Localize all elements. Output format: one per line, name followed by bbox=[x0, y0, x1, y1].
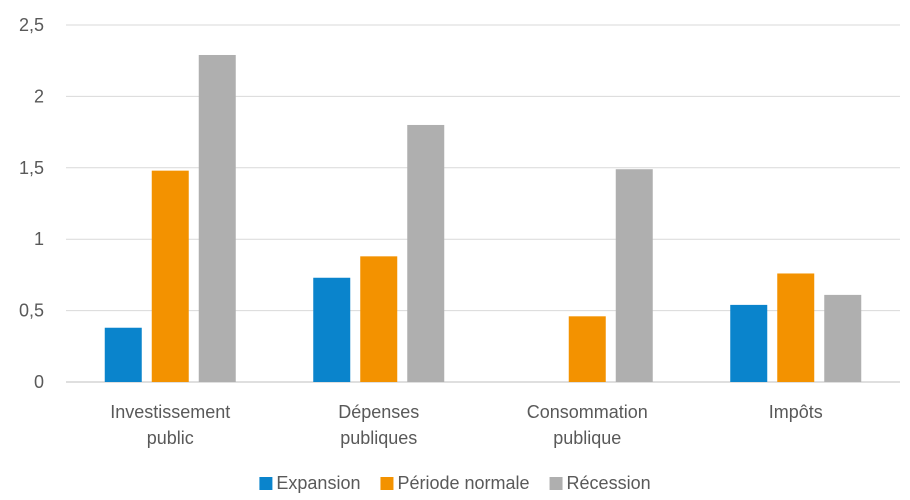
x-axis-categories: Investissement public Dépenses publiques Con… bbox=[110, 402, 823, 448]
y-tick-label: 1 bbox=[34, 229, 44, 249]
bar-p-riode-normale-3 bbox=[777, 273, 815, 382]
y-tick-label: 0 bbox=[34, 372, 44, 392]
bar-p-riode-normale-0 bbox=[151, 170, 189, 382]
legend-swatch-r-cession bbox=[549, 477, 563, 490]
legend-label-p-riode-normale: Période normale bbox=[397, 473, 529, 493]
bar-r-cession-0 bbox=[198, 54, 236, 382]
bar-expansion-3 bbox=[730, 304, 768, 382]
bars bbox=[104, 54, 862, 383]
x-category-label: Impôts bbox=[769, 402, 823, 422]
bar-expansion-1 bbox=[313, 277, 351, 382]
bar-p-riode-normale-2 bbox=[568, 316, 606, 382]
x-category-label: Dépenses publiques bbox=[338, 402, 419, 448]
legend-label-expansion: Expansion bbox=[276, 473, 360, 493]
y-tick-label: 0,5 bbox=[19, 301, 44, 321]
legend-swatch-p-riode-normale bbox=[380, 477, 394, 490]
bar-r-cession-1 bbox=[407, 124, 445, 383]
y-axis-ticks: 0 0,5 1 1,5 2 2,5 bbox=[19, 15, 44, 392]
x-category-label: Investissement public bbox=[110, 402, 230, 448]
legend: Expansion Période normale Récession bbox=[259, 473, 651, 493]
y-tick-label: 2,5 bbox=[19, 15, 44, 35]
gridlines bbox=[66, 24, 900, 383]
x-category-label: Consommation publique bbox=[527, 402, 648, 448]
bar-p-riode-normale-1 bbox=[360, 256, 398, 382]
legend-swatch-expansion bbox=[259, 477, 273, 490]
bar-expansion-0 bbox=[104, 327, 142, 382]
bar-r-cession-2 bbox=[615, 169, 653, 382]
legend-label-r-cession: Récession bbox=[567, 473, 651, 493]
y-tick-label: 1,5 bbox=[19, 158, 44, 178]
bar-r-cession-3 bbox=[824, 294, 862, 382]
y-tick-label: 2 bbox=[34, 86, 44, 106]
